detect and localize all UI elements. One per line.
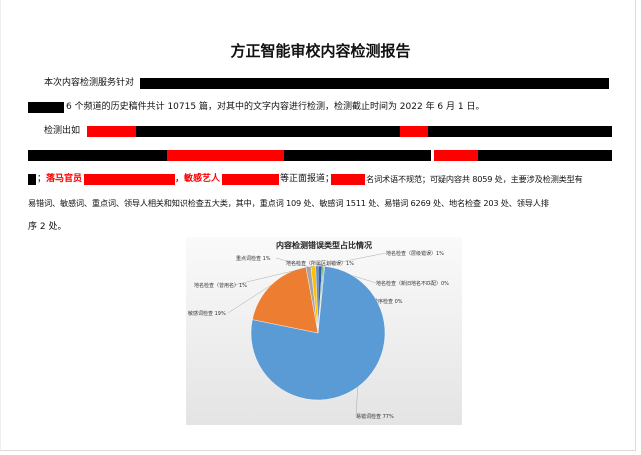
redaction-bar-red	[434, 150, 478, 161]
leader-line	[320, 252, 387, 267]
slice-label: 领导人排序检查 0%	[358, 298, 403, 305]
para1-lead: 本次内容检测服务针对	[44, 78, 135, 88]
redaction-bar-red	[222, 174, 279, 185]
leader-line	[355, 386, 358, 417]
red-text-artists: ，敏感艺人	[175, 174, 221, 184]
page-title: 方正智能审校内容检测报告	[230, 42, 411, 60]
redaction-bar	[28, 150, 167, 161]
slice-label: 地名检查（新旧地名不匹配）0%	[376, 280, 449, 287]
para2-lead: 检测出如	[44, 126, 81, 136]
redaction-bar-red	[331, 174, 365, 185]
redaction-bar	[284, 150, 431, 161]
para2-tail: 名词术语不规范；可疑内容共 8059 处，主要涉及检测类型有	[366, 174, 583, 184]
redaction-bar-red	[167, 150, 284, 161]
separator: ；	[37, 174, 47, 184]
leader-line	[227, 284, 272, 314]
leader-line	[275, 257, 309, 267]
red-text-officials: 落马官员	[46, 174, 83, 184]
redaction-bar	[140, 78, 609, 89]
leader-line	[233, 265, 314, 286]
pie-slice	[252, 266, 319, 334]
redaction-bar	[478, 150, 612, 161]
redaction-bar	[28, 174, 36, 185]
para2-mid: 等正面报道；	[280, 174, 335, 184]
para1-line2: 6 个频道的历史稿件共计 10715 篇，对其中的文字内容进行检测，检测截止时间…	[66, 102, 485, 112]
leader-line	[316, 262, 327, 267]
slice-label: 地名检查（层级错误）1%	[386, 250, 444, 257]
redaction-bar	[28, 102, 64, 113]
slice-label: 敏感词检查 19%	[188, 310, 226, 317]
redaction-bar-red	[84, 174, 175, 185]
slice-label: 地名检查（曾用名）1%	[194, 282, 247, 289]
redaction-bar	[428, 126, 612, 137]
para2-line6: 易错词、敏感词、重点词、领导人相关和知识检查五大类，其中，重点词 109 处、敏…	[28, 198, 549, 208]
redaction-bar-red	[87, 126, 136, 137]
chart-title: 内容检测错误类型占比情况	[276, 240, 372, 250]
para2-line7: 序 2 处。	[28, 222, 67, 232]
slice-label: 重点词检查 1%	[236, 255, 271, 262]
redaction-bar-red	[400, 126, 428, 137]
slice-label: 易错词检查 77%	[356, 413, 394, 420]
slice-label: 地名检查（所属区划错误）1%	[286, 260, 354, 267]
pie-chart: 内容检测错误类型占比情况 地名检查（层级错误）1% 地名检查（新旧地名不匹配）0%…	[186, 237, 462, 425]
pie-chart-svg: 内容检测错误类型占比情况 地名检查（层级错误）1% 地名检查（新旧地名不匹配）0%…	[188, 240, 449, 420]
redaction-bar	[136, 126, 400, 137]
